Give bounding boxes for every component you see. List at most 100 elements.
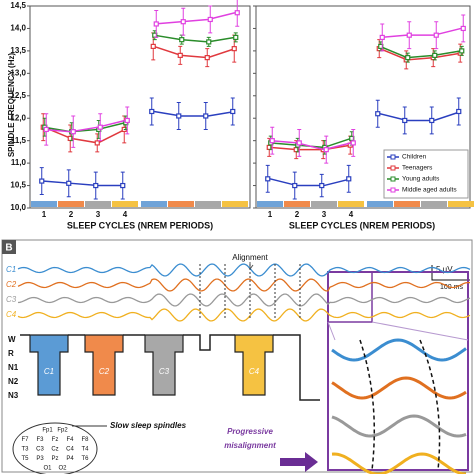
series-line [43, 119, 126, 133]
cycle-band [421, 201, 447, 207]
eeg-trace [17, 308, 471, 322]
point [124, 117, 130, 124]
point [405, 55, 411, 61]
cycle-block [29, 334, 69, 396]
electrode: F8 [81, 437, 89, 443]
y-axis-label: SPINDLE FREQUENCY (Hz) [7, 53, 16, 158]
series-line [153, 45, 236, 59]
point [323, 147, 329, 153]
electrode: F3 [36, 437, 44, 443]
alignment-label: Alignment [232, 253, 268, 262]
point [66, 180, 72, 186]
y-tick-label: 11,0 [11, 158, 27, 167]
electrode: Pz [51, 456, 58, 462]
point [265, 176, 271, 182]
series-line [43, 180, 125, 187]
point [149, 108, 155, 115]
point [429, 117, 435, 124]
y-tick-label: 10,5 [10, 181, 26, 190]
cycle-band [58, 201, 84, 207]
point [346, 176, 352, 182]
point [39, 178, 45, 184]
y-tick-label: 10,0 [10, 203, 26, 212]
series-line [43, 121, 126, 133]
point [177, 52, 183, 58]
y-tick-label: 12,5 [10, 91, 26, 100]
series-line [379, 110, 462, 122]
plot-area [29, 5, 251, 209]
stage-label: R [8, 349, 14, 358]
point [180, 19, 186, 25]
panel-label: B [5, 243, 12, 254]
stage-label: N1 [8, 363, 19, 372]
point [402, 117, 408, 124]
series-line [379, 47, 462, 61]
x-axis-label: SLEEP CYCLES (NREM PERIODS) [289, 220, 435, 230]
arrow [280, 452, 318, 472]
cycle-band [85, 201, 111, 207]
electrode: T4 [81, 447, 89, 453]
point [406, 32, 412, 38]
series-line [153, 12, 236, 25]
cycle-band [257, 201, 283, 207]
point [204, 55, 210, 61]
electrode: Fz [52, 437, 59, 443]
series-line [153, 110, 236, 117]
electrode: T5 [21, 456, 29, 462]
legend-marker [390, 154, 396, 160]
x-tick-label: 2 [295, 210, 300, 219]
zoom-trace [331, 452, 467, 474]
point [233, 34, 239, 41]
electrode: P3 [36, 456, 44, 462]
electrode: C3 [36, 447, 44, 453]
cycle-band [222, 201, 248, 207]
series-line [269, 139, 352, 151]
y-tick-label: 14,0 [10, 24, 26, 33]
x-tick-label: 1 [42, 210, 47, 219]
series-line [43, 126, 126, 144]
point [179, 37, 185, 43]
point [379, 34, 385, 41]
y-tick-label: 12,0 [10, 113, 26, 122]
point [70, 129, 76, 135]
legend-marker [390, 165, 396, 171]
electrode: O2 [58, 466, 67, 472]
point [231, 46, 237, 52]
eeg-trace [17, 293, 471, 307]
electrode: Fp2 [57, 428, 68, 434]
point [230, 108, 236, 115]
panel-label-box [2, 240, 16, 254]
cycle-band [141, 201, 167, 207]
note-line-2: misalignment [224, 441, 276, 450]
legend-label: Young adults [402, 176, 440, 183]
point [350, 140, 356, 146]
x-tick-label: 4 [349, 210, 354, 219]
hypnogram [20, 334, 320, 401]
electrode: T3 [21, 447, 29, 453]
point [43, 126, 49, 133]
scale-voltage: 5 µV [436, 265, 453, 274]
electrode: O1 [43, 466, 52, 472]
cycle-band [112, 201, 138, 207]
misalignment-guide [359, 339, 441, 471]
stage-label: N2 [8, 377, 19, 386]
series-line [379, 45, 462, 59]
series-line [379, 27, 462, 39]
point [206, 39, 212, 45]
electrode: Fp1 [42, 428, 53, 434]
point [456, 108, 462, 115]
zoom-trace [331, 376, 467, 400]
series-line [269, 144, 352, 151]
cycle-band [367, 201, 393, 207]
block-label: C1 [44, 367, 54, 376]
electrode: F7 [21, 437, 29, 443]
zoom-guides [327, 321, 469, 341]
trace-label: C3 [6, 295, 17, 304]
stage-label: N3 [8, 391, 19, 400]
cycle-band [168, 201, 194, 207]
legend-marker [390, 176, 396, 182]
electrode: Cz [51, 447, 58, 453]
legend-label: Children [402, 154, 427, 161]
point [150, 43, 156, 50]
point [94, 140, 100, 146]
